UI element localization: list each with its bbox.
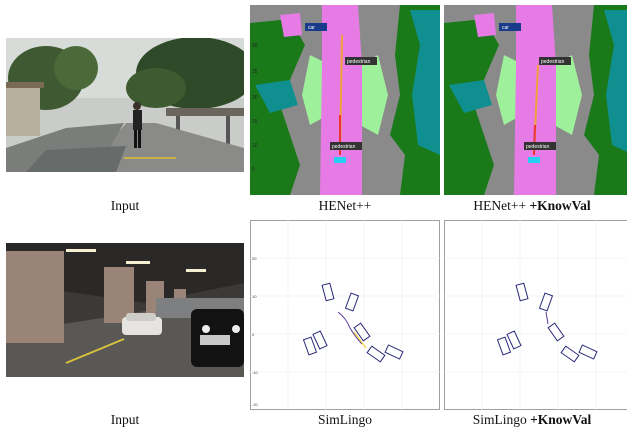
bev-label-pedestrian: pedestrian — [541, 59, 565, 65]
caption-text: Input — [110, 412, 140, 427]
y-tick: -20 — [252, 402, 259, 407]
bev-label-pedestrian: pedestrian — [332, 144, 356, 150]
caption-henet-knowval: HENet++ +KnowVal — [437, 198, 627, 214]
y-tick: 15 — [252, 119, 258, 125]
bev-label-car: car — [308, 25, 315, 31]
caption-text: SimLingo — [472, 412, 531, 427]
caption-bold: +KnowVal — [529, 198, 591, 213]
caption-simlingo: SimLingo — [250, 412, 440, 428]
bev-henet: 30 25 20 15 10 5 car pedestrian pedestri… — [250, 5, 440, 195]
bev-label-car: car — [502, 25, 509, 31]
input-photo-parking — [6, 243, 244, 377]
caption-text: HENet++ — [318, 198, 372, 213]
caption-simlingo-knowval: SimLingo +KnowVal — [437, 412, 627, 428]
input-photo-street — [6, 38, 244, 172]
y-tick: 10 — [252, 143, 258, 149]
y-tick: 0 — [252, 332, 255, 337]
caption-text: HENet++ — [473, 198, 530, 213]
plot-simlingo-knowval — [444, 220, 627, 410]
caption-input: Input — [6, 198, 244, 214]
bev-label-pedestrian: pedestrian — [526, 144, 550, 150]
caption-henet: HENet++ — [250, 198, 440, 214]
y-tick: 20 — [252, 256, 257, 261]
y-tick: -10 — [252, 370, 259, 375]
bev-label-pedestrian: pedestrian — [347, 59, 371, 65]
caption-input: Input — [6, 412, 244, 428]
y-tick: 20 — [252, 95, 258, 101]
caption-text: Input — [110, 198, 140, 213]
y-tick: 5 — [252, 167, 255, 173]
caption-text: SimLingo — [317, 412, 372, 427]
bev-henet-knowval: car pedestrian pedestrian — [444, 5, 627, 195]
y-tick: 10 — [252, 294, 257, 299]
y-tick: 25 — [252, 69, 258, 75]
plot-simlingo: 20 10 0 -10 -20 — [250, 220, 440, 410]
y-tick: 30 — [252, 43, 258, 49]
caption-bold: +KnowVal — [530, 412, 592, 427]
